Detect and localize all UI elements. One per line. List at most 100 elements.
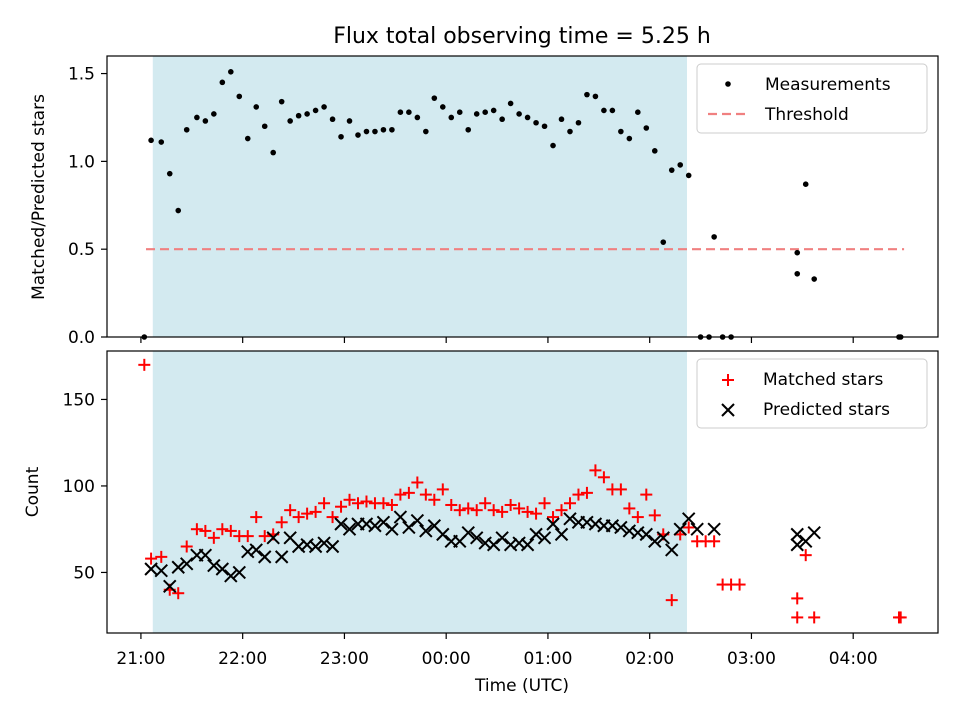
bottom-panel: 50 100 150 21:00 22:00 23:00 00:00 01:00 02:00 0…	[23, 350, 939, 696]
matched-star-point	[682, 521, 695, 534]
measurement-point	[794, 249, 801, 256]
predicted-star-point	[614, 520, 628, 535]
matched-star-point	[309, 505, 322, 518]
measurement-point	[431, 95, 438, 101]
x-tick-label: 03:00	[727, 649, 776, 669]
measurement-point	[794, 270, 801, 277]
measurement-point	[516, 111, 522, 117]
measurement-point	[490, 107, 497, 114]
legend-measurements-label: Measurements	[765, 75, 891, 95]
matched-star-point	[436, 483, 449, 496]
predicted-star-point	[495, 531, 509, 545]
x-tick-label: 00:00	[422, 649, 471, 669]
measurement-point	[397, 109, 404, 115]
predicted-star-point	[334, 517, 348, 531]
predicted-star-point	[232, 565, 246, 580]
predicted-star-point	[154, 564, 168, 578]
matched-star-point	[241, 530, 254, 543]
measurement-point	[541, 123, 548, 130]
x-tick-label: 21:00	[116, 649, 165, 669]
matched-star-point	[648, 509, 661, 522]
measurement-point	[601, 107, 607, 114]
matched-star-point	[284, 504, 297, 517]
matched-star-point	[275, 516, 288, 529]
measurement-point	[567, 128, 573, 135]
measurement-point	[609, 107, 616, 114]
x-axis-label: Time (UTC)	[474, 676, 569, 696]
predicted-star-point	[807, 525, 821, 540]
measurement-point	[194, 114, 200, 121]
predicted-star-point	[419, 524, 433, 538]
measurement-point	[507, 100, 514, 107]
matched-star-point	[631, 511, 644, 524]
matched-star-point	[572, 488, 585, 501]
matched-star-point	[479, 497, 492, 510]
measurement-point	[148, 137, 154, 144]
top-y-ticks: 0.0 0.5 1.0 1.5	[68, 65, 107, 348]
x-tick-label: 01:00	[523, 649, 572, 669]
measurement-point	[423, 128, 429, 135]
matched-star-point	[411, 476, 424, 489]
matched-star-point	[462, 502, 475, 515]
predicted-star-point	[393, 510, 408, 524]
y-tick-label: 1.0	[68, 152, 95, 172]
bottom-legend: Matched stars Predicted stars	[696, 358, 928, 429]
measurement-point	[575, 119, 582, 126]
measurement-point	[175, 207, 182, 214]
measurement-point	[660, 239, 667, 245]
predicted-star-point	[656, 531, 670, 545]
y-tick-label: 1.5	[68, 65, 95, 85]
measurement-point	[183, 126, 190, 133]
matched-star-point	[640, 488, 653, 501]
measurement-point	[219, 79, 226, 86]
measurement-point	[304, 111, 310, 117]
legend-predicted-marker	[721, 403, 735, 417]
matched-star-point	[402, 486, 415, 499]
matched-star-point	[258, 530, 271, 543]
measurement-point	[558, 116, 565, 123]
measurement-points	[141, 69, 904, 340]
matched-star-point	[394, 488, 407, 501]
predicted-star-point	[681, 512, 696, 526]
measurement-point	[499, 116, 505, 123]
matched-star-point	[343, 493, 356, 506]
top-legend: Measurements Threshold	[696, 63, 928, 134]
measurement-point	[236, 93, 243, 100]
measurement-point	[287, 118, 293, 124]
measurement-point	[524, 114, 531, 121]
measurement-point	[448, 114, 455, 121]
predicted-star-point	[673, 522, 687, 536]
matched-star-point	[808, 611, 821, 624]
x-tick-label: 02:00	[625, 649, 674, 669]
measurement-point	[295, 112, 302, 119]
measurement-point	[253, 104, 260, 110]
matched-star-point	[351, 497, 364, 510]
measurement-point	[550, 142, 556, 149]
predicted-star-point	[410, 513, 425, 528]
measurement-point	[811, 276, 817, 282]
y-tick-label: 100	[63, 477, 95, 497]
measurement-point	[406, 109, 412, 115]
measurement-point	[211, 111, 217, 117]
matched-star-point	[207, 531, 220, 544]
matched-star-point	[172, 587, 185, 600]
predicted-star-point	[368, 519, 382, 533]
measurement-point	[158, 139, 165, 145]
top-x-ticks	[140, 337, 854, 343]
matched-star-point	[419, 488, 432, 501]
top-panel: 0.0 0.5 1.0 1.5 Flux total observing time =…	[29, 24, 939, 348]
predicted-star-point	[529, 527, 543, 542]
predicted-star-point	[385, 522, 399, 536]
legend-matched-marker	[722, 374, 734, 386]
measurement-point	[389, 126, 395, 133]
top-shaded-span	[152, 56, 688, 337]
matched-star-point	[487, 504, 500, 517]
legend-predicted-label: Predicted stars	[763, 400, 890, 420]
matched-star-point	[470, 504, 483, 517]
matched-star-point	[597, 471, 610, 484]
matched-star-point	[250, 511, 263, 524]
predicted-star-point	[436, 527, 450, 542]
measurement-point	[338, 133, 344, 140]
bottom-y-axis-label: Count	[23, 466, 43, 517]
